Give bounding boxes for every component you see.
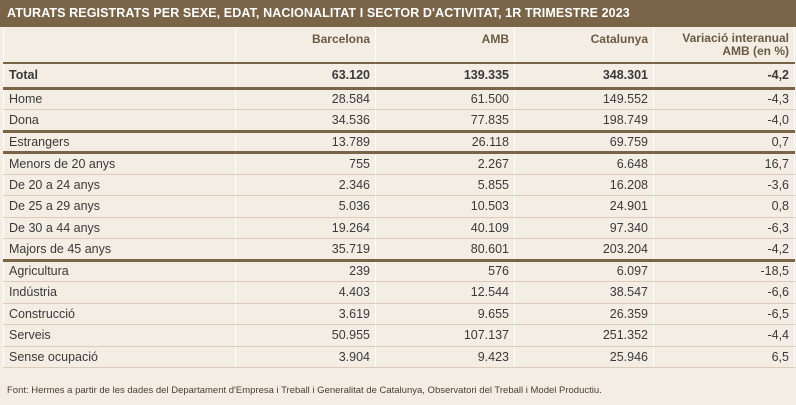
cell-catalunya: 16.208	[514, 174, 654, 196]
cell-amb: 9.423	[375, 346, 515, 368]
cell-amb: 5.855	[375, 174, 515, 196]
table-row: De 30 a 44 anys 19.264 40.109 97.340 -6,…	[3, 217, 795, 239]
table-row: Majors de 45 anys 35.719 80.601 203.204 …	[3, 238, 795, 262]
cell-barcelona: 34.536	[235, 109, 376, 133]
table-row: Menors de 20 anys 755 2.267 6.648 16,7	[3, 152, 795, 175]
cell-barcelona: 63.120	[235, 63, 376, 90]
row-label: Home	[3, 88, 236, 110]
header-empty	[3, 27, 236, 64]
cell-variacio: -6,5	[653, 303, 795, 325]
cell-catalunya: 6.648	[514, 152, 654, 175]
row-label: De 20 a 24 anys	[3, 174, 236, 196]
cell-variacio: -6,3	[653, 217, 795, 239]
row-label: Total	[3, 63, 236, 90]
cell-catalunya: 251.352	[514, 324, 654, 347]
row-label: Sense ocupació	[3, 346, 236, 368]
table-row: Agricultura 239 576 6.097 -18,5	[3, 260, 795, 282]
row-label: Agricultura	[3, 260, 236, 282]
cell-variacio: -18,5	[653, 260, 795, 282]
header-row: Barcelona AMB Catalunya Variació interan…	[3, 27, 795, 64]
cell-barcelona: 5.036	[235, 195, 376, 218]
cell-variacio: 16,7	[653, 152, 795, 175]
row-label: Estrangers	[3, 131, 236, 154]
table-row: Serveis 50.955 107.137 251.352 -4,4	[3, 324, 795, 347]
row-label: Construcció	[3, 303, 236, 325]
row-label: Dona	[3, 109, 236, 133]
cell-barcelona: 239	[235, 260, 376, 282]
cell-amb: 576	[375, 260, 515, 282]
header-variacio-line2: AMB (en %)	[722, 44, 789, 58]
cell-amb: 139.335	[375, 63, 515, 90]
cell-barcelona: 755	[235, 152, 376, 175]
row-label: Indústria	[3, 281, 236, 304]
cell-variacio: 6,5	[653, 346, 795, 368]
cell-amb: 107.137	[375, 324, 515, 347]
cell-amb: 9.655	[375, 303, 515, 325]
table-row: Dona 34.536 77.835 198.749 -4,0	[3, 109, 795, 133]
table-row-total: Total 63.120 139.335 348.301 -4,2	[3, 63, 795, 90]
table-row: Estrangers 13.789 26.118 69.759 0,7	[3, 131, 795, 154]
cell-barcelona: 35.719	[235, 238, 376, 262]
cell-catalunya: 149.552	[514, 88, 654, 110]
row-label: Menors de 20 anys	[3, 152, 236, 175]
header-barcelona: Barcelona	[235, 27, 376, 64]
header-amb: AMB	[375, 27, 515, 64]
table-row: Sense ocupació 3.904 9.423 25.946 6,5	[3, 346, 795, 368]
cell-amb: 77.835	[375, 109, 515, 133]
cell-barcelona: 3.619	[235, 303, 376, 325]
cell-variacio: 0,7	[653, 131, 795, 154]
cell-amb: 40.109	[375, 217, 515, 239]
cell-catalunya: 203.204	[514, 238, 654, 262]
header-catalunya: Catalunya	[514, 27, 654, 64]
table-row: De 25 a 29 anys 5.036 10.503 24.901 0,8	[3, 195, 795, 218]
cell-barcelona: 50.955	[235, 324, 376, 347]
cell-variacio: -4,4	[653, 324, 795, 347]
cell-amb: 61.500	[375, 88, 515, 110]
row-label: De 30 a 44 anys	[3, 217, 236, 239]
cell-amb: 2.267	[375, 152, 515, 175]
header-variacio-line1: Variació interanual	[682, 31, 789, 45]
cell-catalunya: 38.547	[514, 281, 654, 304]
row-label: Majors de 45 anys	[3, 238, 236, 262]
cell-catalunya: 97.340	[514, 217, 654, 239]
table-row: Home 28.584 61.500 149.552 -4,3	[3, 88, 795, 110]
cell-amb: 12.544	[375, 281, 515, 304]
cell-amb: 80.601	[375, 238, 515, 262]
data-table: Barcelona AMB Catalunya Variació interan…	[3, 27, 795, 368]
header-variacio: Variació interanual AMB (en %)	[653, 27, 795, 64]
cell-variacio: -4,2	[653, 238, 795, 262]
table-row: De 20 a 24 anys 2.346 5.855 16.208 -3,6	[3, 174, 795, 196]
cell-barcelona: 4.403	[235, 281, 376, 304]
table-row: Indústria 4.403 12.544 38.547 -6,6	[3, 281, 795, 304]
cell-barcelona: 19.264	[235, 217, 376, 239]
cell-amb: 10.503	[375, 195, 515, 218]
cell-catalunya: 26.359	[514, 303, 654, 325]
cell-catalunya: 198.749	[514, 109, 654, 133]
cell-variacio: 0,8	[653, 195, 795, 218]
cell-variacio: -4,2	[653, 63, 795, 90]
table-row: Construcció 3.619 9.655 26.359 -6,5	[3, 303, 795, 325]
cell-catalunya: 348.301	[514, 63, 654, 90]
source-note: Font: Hermes a partir de les dades del D…	[7, 385, 602, 396]
cell-catalunya: 69.759	[514, 131, 654, 154]
row-label: Serveis	[3, 324, 236, 347]
cell-catalunya: 24.901	[514, 195, 654, 218]
cell-catalunya: 6.097	[514, 260, 654, 282]
cell-variacio: -6,6	[653, 281, 795, 304]
cell-barcelona: 3.904	[235, 346, 376, 368]
cell-catalunya: 25.946	[514, 346, 654, 368]
cell-variacio: -4,0	[653, 109, 795, 133]
table-title: ATURATS REGISTRATS PER SEXE, EDAT, NACIO…	[0, 0, 796, 27]
cell-barcelona: 28.584	[235, 88, 376, 110]
cell-barcelona: 13.789	[235, 131, 376, 154]
cell-amb: 26.118	[375, 131, 515, 154]
cell-variacio: -3,6	[653, 174, 795, 196]
cell-barcelona: 2.346	[235, 174, 376, 196]
row-label: De 25 a 29 anys	[3, 195, 236, 218]
cell-variacio: -4,3	[653, 88, 795, 110]
